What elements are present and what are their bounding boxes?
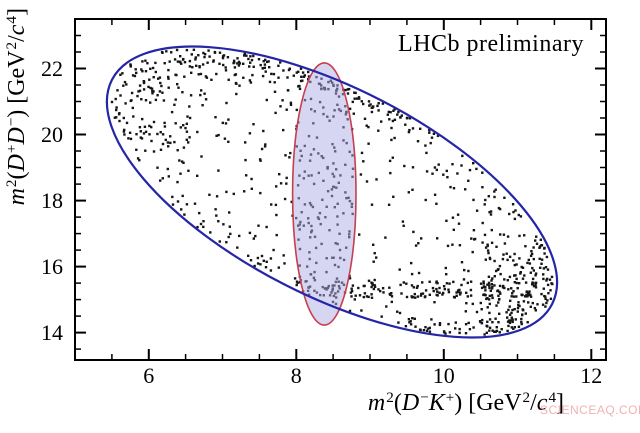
y-tick-label: 14 (41, 319, 63, 345)
signal-region-ellipse (291, 62, 357, 326)
x-tick-label: 6 (143, 363, 155, 388)
y-tick-label: 18 (41, 187, 63, 213)
y-tick-label: 20 (41, 121, 63, 147)
experiment-label: LHCb preliminary (398, 31, 584, 57)
kinematic-boundary-ellipse (105, 45, 559, 339)
y-tick-label: 16 (41, 253, 63, 279)
axis-ticks (75, 19, 606, 360)
y-axis-title: m2(D+D−) [GeV2/c4] (4, 8, 30, 206)
y-tick-label: 22 (41, 55, 63, 81)
scatter-points (110, 48, 554, 336)
x-tick-label: 12 (580, 363, 603, 388)
axes-frame (74, 18, 607, 361)
x-axis-title: m2(D−K+) [GeV2/c4] (367, 390, 564, 416)
watermark: SCIENCEAQ.COM (540, 403, 640, 417)
x-tick-label: 8 (290, 363, 302, 388)
x-tick-label: 10 (432, 363, 455, 388)
